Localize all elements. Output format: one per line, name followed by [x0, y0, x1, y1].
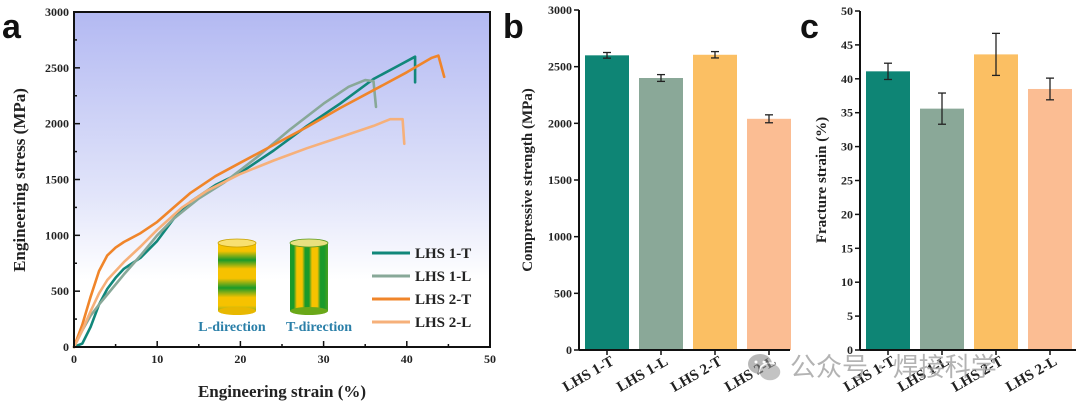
- panel-a-label: a: [2, 8, 22, 46]
- legend-label: LHS 2-T: [415, 292, 471, 308]
- y-tick-label: 45: [841, 38, 853, 52]
- y-tick-label: 50: [841, 4, 853, 18]
- bars: [585, 50, 791, 351]
- inset-cylinders: L-direction T-direction: [198, 238, 352, 335]
- series-line-lhs-2-t: [72, 54, 446, 349]
- plot-area-background: [74, 12, 490, 347]
- bar-lhs-1-l: [920, 108, 964, 351]
- y-tick-label: 500: [554, 286, 572, 300]
- wechat-icon: [748, 354, 782, 382]
- legend-label: LHS 1-T: [415, 246, 471, 262]
- y-tick-label: 30: [841, 140, 853, 154]
- y-tick-label: 1500: [45, 173, 69, 187]
- x-tick-label: LHS 2-T: [668, 354, 725, 396]
- y-tick-label: 5: [847, 309, 853, 323]
- y-tick-label: 0: [63, 340, 69, 354]
- y-axis-label: Fracture strain (%): [814, 117, 830, 243]
- series-line-lhs-2-l: [72, 117, 406, 349]
- bar-group-lhs-2-l: [747, 114, 791, 350]
- cylinder-top: [289, 238, 329, 248]
- bar-lhs-2-t: [974, 54, 1018, 350]
- y-tick-label: 3000: [548, 3, 572, 17]
- y-tick-label: 3000: [45, 5, 69, 19]
- x-tick-label: LHS 2-L: [1003, 354, 1060, 396]
- x-tick-label: LHS 1-T: [560, 354, 617, 396]
- bar-lhs-2-t: [693, 54, 737, 351]
- series-lines: [72, 54, 446, 349]
- watermark: 公众号 · 焊接科学: [748, 353, 997, 383]
- cylinder-bottom: [218, 307, 256, 315]
- bar-group-lhs-1-l: [920, 92, 964, 351]
- legend-item-lhs-1-t: LHS 1-T: [372, 246, 471, 262]
- x-tick-label: LHS 1-L: [614, 354, 671, 396]
- x-tick-label: 50: [484, 352, 496, 366]
- y-tick-label: 35: [841, 106, 853, 120]
- y-tick-label: 0: [566, 343, 572, 357]
- cylinder-body: [218, 243, 256, 311]
- bar-group-lhs-1-t: [585, 51, 629, 350]
- legend-item-lhs-2-l: LHS 2-L: [372, 315, 471, 331]
- bar-lhs-1-t: [585, 55, 629, 350]
- y-tick-label: 2000: [45, 117, 69, 131]
- bar-group-lhs-1-t: [866, 62, 910, 350]
- y-tick-label: 2000: [548, 116, 572, 130]
- y-axis-label: Compressive strength (MPa): [520, 88, 536, 272]
- panel-c-label: c: [800, 8, 819, 46]
- y-tick-label: 2500: [548, 60, 572, 74]
- bars: [866, 32, 1072, 351]
- y-tick-label: 1500: [548, 173, 572, 187]
- y-tick-label: 25: [841, 174, 853, 188]
- x-tick-label: 10: [151, 352, 163, 366]
- t-direction-label: T-direction: [286, 320, 352, 335]
- y-tick-label: 40: [841, 72, 853, 86]
- bar-lhs-2-l: [747, 118, 791, 350]
- bar-group-lhs-1-l: [639, 73, 683, 350]
- x-axis-label: Engineering strain (%): [198, 382, 366, 401]
- x-tick-label: 30: [318, 352, 330, 366]
- y-tick-label: 20: [841, 207, 853, 221]
- cylinder-top: [217, 238, 257, 248]
- x-tick-label: 20: [234, 352, 246, 366]
- bar-lhs-1-t: [866, 71, 910, 350]
- t-direction-cylinder: [289, 238, 329, 315]
- bar-group-lhs-2-t: [693, 50, 737, 351]
- x-tick-label: 40: [401, 352, 413, 366]
- bar-group-lhs-2-l: [1028, 77, 1072, 350]
- y-tick-label: 1000: [45, 228, 69, 242]
- x-tick-label: 0: [71, 352, 77, 366]
- bar-lhs-1-l: [639, 78, 683, 350]
- watermark-text: 公众号 · 焊接科学: [790, 353, 997, 383]
- bar-lhs-2-l: [1028, 88, 1072, 350]
- bar-group-lhs-2-t: [974, 32, 1018, 350]
- y-tick-label: 0: [847, 343, 853, 357]
- l-direction-cylinder: [217, 238, 257, 315]
- cylinder-bottom: [290, 307, 328, 315]
- legend: LHS 1-T LHS 1-L LHS 2-T LHS 2-L: [372, 246, 471, 331]
- l-direction-label: L-direction: [198, 320, 266, 335]
- legend-item-lhs-1-l: LHS 1-L: [372, 269, 471, 285]
- panel-b-label: b: [503, 8, 524, 46]
- series-line-lhs-1-l: [72, 78, 378, 349]
- y-tick-label: 2500: [45, 61, 69, 75]
- y-tick-label: 10: [841, 275, 853, 289]
- y-axis-label: Engineering stress (MPa): [10, 88, 29, 272]
- y-tick-label: 1000: [548, 230, 572, 244]
- cylinder-body: [290, 243, 328, 311]
- legend-label: LHS 2-L: [415, 315, 471, 331]
- legend-item-lhs-2-t: LHS 2-T: [372, 292, 471, 308]
- y-tick-label: 15: [841, 241, 853, 255]
- y-tick-label: 500: [51, 284, 69, 298]
- legend-label: LHS 1-L: [415, 269, 471, 285]
